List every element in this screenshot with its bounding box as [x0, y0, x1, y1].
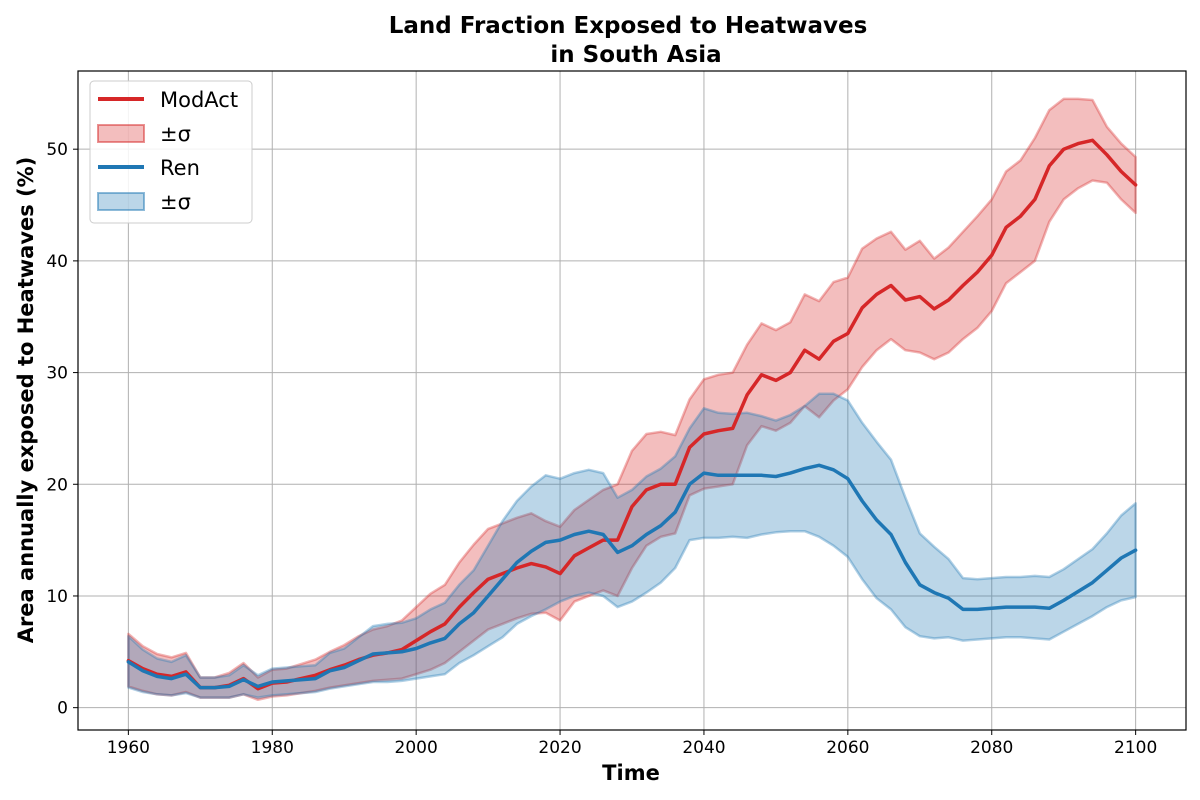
y-tick-label: 0	[57, 699, 68, 719]
legend: ModAct ±σ Ren ±σ	[89, 80, 253, 224]
legend-ren-label: Ren	[160, 156, 200, 180]
y-axis-label: Area annually exposed to Heatwaves (%)	[14, 157, 38, 644]
chart-title-line-1: Land Fraction Exposed to Heatwaves	[389, 13, 868, 39]
y-tick-label: 30	[46, 364, 68, 384]
x-tick-label: 2100	[1114, 738, 1157, 758]
x-tick-label: 1960	[107, 738, 150, 758]
ren-mean-line	[126, 463, 1138, 690]
legend-ren-sigma-label: ±σ	[160, 190, 191, 214]
y-tick-label: 10	[46, 587, 68, 607]
y-tick-label: 40	[46, 252, 68, 272]
series-lines	[126, 138, 1138, 691]
y-tick-label: 20	[46, 475, 68, 495]
x-tick-label: 2020	[538, 738, 581, 758]
x-tick-label: 2040	[682, 738, 725, 758]
grid	[78, 71, 1186, 730]
chart-title-line-2: in South Asia	[550, 42, 721, 68]
legend-frame	[89, 80, 253, 224]
legend-modact-sigma-label: ±σ	[160, 122, 191, 146]
x-tick-label: 2080	[970, 738, 1013, 758]
x-axis-label: Time	[602, 761, 660, 785]
axis-ticks: 1960 1980 2000 2020 2040 2060 2080 2100 0 10 20 30 4…	[46, 140, 1157, 758]
legend-modact-label: ModAct	[160, 88, 238, 112]
y-tick-label: 50	[46, 140, 68, 160]
legend-modact-band-swatch	[97, 124, 145, 143]
x-tick-label: 2060	[826, 738, 869, 758]
modact-sigma-band	[127, 97, 1137, 702]
legend-ren-band-swatch	[97, 192, 145, 211]
plot-frame	[77, 70, 1187, 731]
x-tick-label: 1980	[251, 738, 294, 758]
x-tick-label: 2000	[395, 738, 438, 758]
